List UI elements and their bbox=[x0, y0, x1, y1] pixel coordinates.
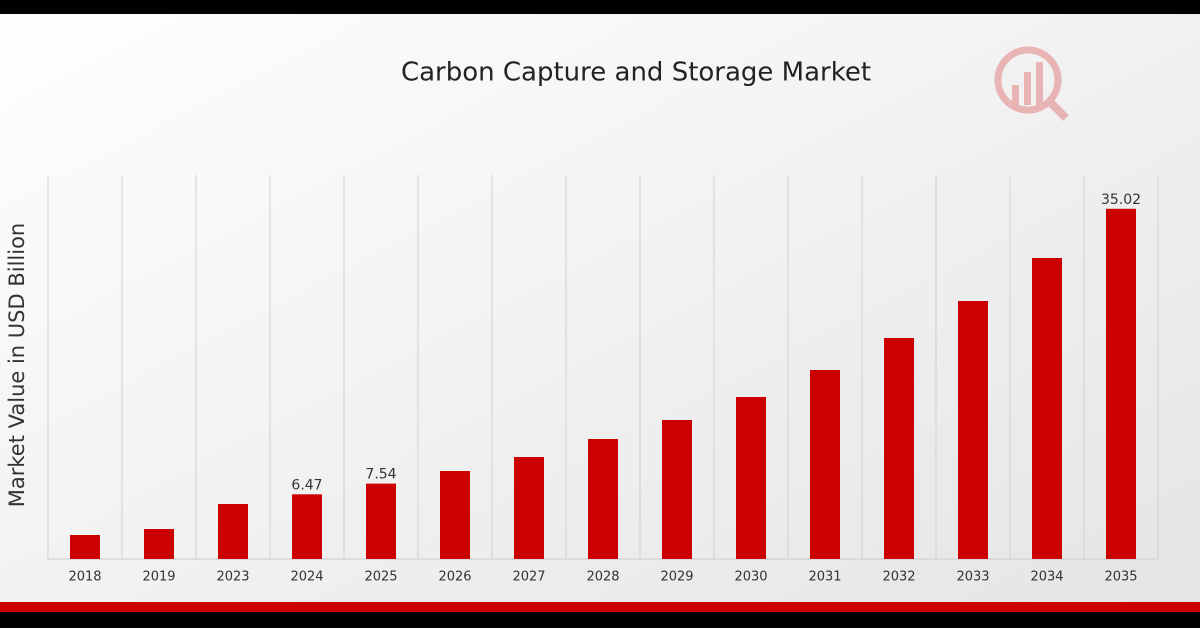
bar bbox=[810, 370, 840, 559]
x-tick-label: 2026 bbox=[438, 570, 471, 585]
value-label: 7.54 bbox=[365, 467, 396, 483]
bar bbox=[366, 483, 396, 559]
bar bbox=[218, 504, 248, 559]
top-band bbox=[0, 0, 1200, 14]
x-tick-label: 2023 bbox=[216, 570, 249, 585]
x-tick-label: 2024 bbox=[290, 570, 323, 585]
x-tick-label: 2030 bbox=[734, 570, 767, 585]
x-tick-label: 2032 bbox=[882, 570, 915, 585]
x-tick-label: 2031 bbox=[808, 570, 841, 585]
y-axis-label: Market Value in USD Billion bbox=[5, 223, 29, 507]
chart-title: Carbon Capture and Storage Market bbox=[401, 58, 871, 88]
bar bbox=[662, 420, 692, 559]
bar bbox=[292, 494, 322, 559]
x-tick-label: 2018 bbox=[68, 570, 101, 585]
bar bbox=[144, 529, 174, 559]
bar bbox=[440, 471, 470, 559]
bar bbox=[958, 301, 988, 559]
x-tick-label: 2019 bbox=[142, 570, 175, 585]
x-tick-label: 2027 bbox=[512, 570, 545, 585]
logo bbox=[994, 46, 1069, 121]
bottom-band bbox=[0, 612, 1200, 628]
red-strip bbox=[0, 602, 1200, 612]
bar bbox=[70, 535, 100, 559]
x-tick-label: 2028 bbox=[586, 570, 619, 585]
bar bbox=[1032, 258, 1062, 559]
x-tick-label: 2033 bbox=[956, 570, 989, 585]
x-tick-label: 2034 bbox=[1030, 570, 1063, 585]
x-tick-label: 2035 bbox=[1104, 570, 1137, 585]
bar bbox=[736, 397, 766, 559]
value-label: 6.47 bbox=[291, 477, 322, 493]
bar bbox=[514, 457, 544, 559]
bar bbox=[1106, 208, 1136, 560]
bar bbox=[884, 338, 914, 559]
value-label: 35.02 bbox=[1101, 192, 1141, 208]
x-tick-label: 2029 bbox=[660, 570, 693, 585]
x-tick-label: 2025 bbox=[364, 570, 397, 585]
bar bbox=[588, 439, 618, 559]
